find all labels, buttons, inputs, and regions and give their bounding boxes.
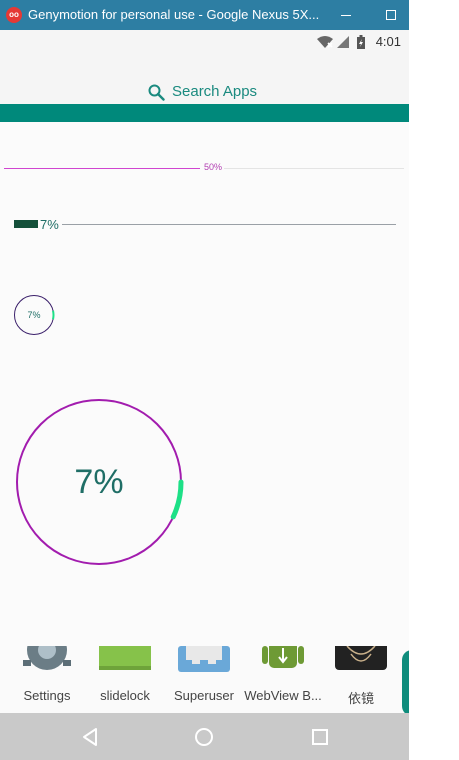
status-bar: 4:01 (0, 30, 409, 54)
search-icon (148, 84, 165, 101)
maximize-button[interactable] (380, 4, 402, 26)
app-label: 依镜 (321, 688, 401, 707)
ring-label: 7% (14, 397, 184, 567)
ring-label: 7% (13, 294, 55, 336)
app-label: Settings (7, 688, 87, 703)
app-superuser[interactable]: Superuser (164, 650, 244, 713)
progress-label: 7% (40, 217, 59, 232)
superuser-icon (178, 646, 230, 674)
app-webview[interactable]: WebView B... (243, 650, 323, 713)
navigation-bar (0, 713, 409, 760)
signal-icon (336, 35, 350, 49)
window-title: Genymotion for personal use - Google Nex… (28, 7, 319, 22)
progress-bar-centered-label: 50% (4, 162, 404, 174)
progress-demo-area: 50% 7% 7% 7% (0, 122, 409, 650)
back-icon[interactable] (76, 723, 104, 751)
status-time: 4:01 (376, 34, 401, 49)
battery-icon (356, 35, 366, 49)
progress-label: 50% (204, 162, 222, 172)
progress-bar-left-label: 7% (14, 218, 396, 232)
home-icon[interactable] (190, 723, 218, 751)
settings-icon (21, 646, 73, 674)
app-slidelock[interactable]: slidelock (85, 650, 165, 713)
progress-fill (14, 220, 38, 228)
slidelock-icon (99, 646, 151, 674)
progress-fill (4, 168, 200, 169)
yijing-icon (335, 646, 387, 674)
app-dock: Settings slidelock Superuser (0, 650, 409, 713)
minimize-button[interactable] (335, 4, 357, 26)
recents-icon[interactable] (306, 723, 334, 751)
progress-track (224, 168, 404, 169)
device-screen: 4:01 Search Apps 50% 7% 7% (0, 30, 409, 760)
side-panel-handle[interactable] (402, 650, 409, 716)
progress-track (62, 224, 396, 225)
app-label: WebView B... (243, 688, 323, 703)
circular-progress-small: 7% (13, 294, 55, 336)
window-titlebar: oo Genymotion for personal use - Google … (0, 0, 409, 30)
app-label: slidelock (85, 688, 165, 703)
wifi-off-icon (316, 35, 334, 49)
app-label: Superuser (164, 688, 244, 703)
desktop-background (409, 30, 459, 760)
circular-progress-large: 7% (14, 397, 184, 567)
genymotion-logo-icon: oo (6, 7, 22, 23)
webview-icon (257, 646, 309, 674)
app-settings[interactable]: Settings (7, 650, 87, 713)
search-apps-label: Search Apps (172, 83, 257, 100)
app-yijing[interactable]: 依镜 (321, 650, 401, 713)
header-divider (0, 104, 409, 122)
